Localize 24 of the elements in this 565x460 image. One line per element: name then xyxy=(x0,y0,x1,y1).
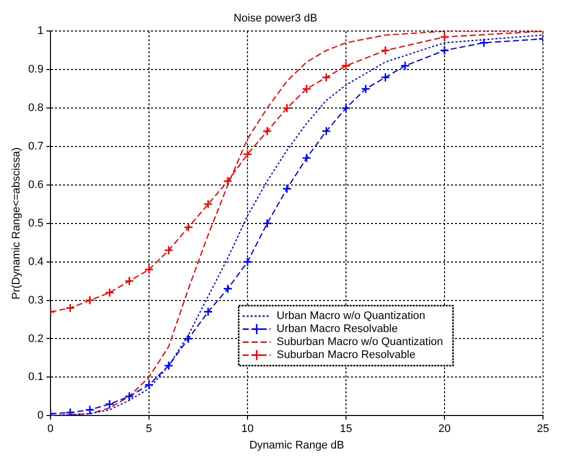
y-tick-label: 0.2 xyxy=(28,332,44,345)
y-tick-label: 0.7 xyxy=(28,140,44,153)
legend-label: Urban Macro Resolvable xyxy=(276,323,398,336)
chart-title: Noise power3 dB xyxy=(234,12,318,25)
y-tick-label: 0 xyxy=(37,410,44,422)
y-tick-label: 0.5 xyxy=(28,217,44,230)
x-tick-label: 20 xyxy=(438,423,451,436)
y-tick-label: 0.8 xyxy=(28,102,44,114)
legend-label: Suburban Macro Resolvable xyxy=(276,349,416,362)
x-tick-label: 15 xyxy=(340,423,352,436)
y-axis-title: Pr(Dynamic Range<=abscissa) xyxy=(10,147,23,300)
x-tick-label: 0 xyxy=(47,423,54,436)
x-tick-label: 25 xyxy=(536,423,550,436)
x-axis-title: Dynamic Range dB xyxy=(249,439,344,452)
legend-label: Suburban Macro w/o Quantization xyxy=(276,336,444,348)
x-tick-label: 5 xyxy=(146,423,152,436)
x-tick-label: 10 xyxy=(241,423,254,436)
legend-label: Urban Macro w/o Quantization xyxy=(276,310,426,322)
y-tick-label: 0.9 xyxy=(28,64,44,76)
y-tick-label: 0.3 xyxy=(28,294,44,306)
y-tick-label: 0.6 xyxy=(28,178,44,191)
y-tick-label: 0.1 xyxy=(28,371,44,384)
y-tick-label: 1 xyxy=(37,25,44,38)
y-tick-label: 0.4 xyxy=(28,256,44,268)
